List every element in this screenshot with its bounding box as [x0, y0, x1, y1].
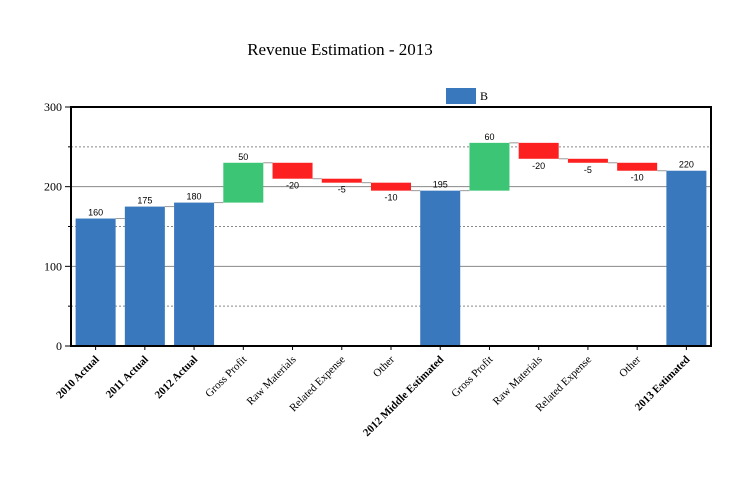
legend-swatch	[446, 88, 476, 104]
data-label: 175	[137, 196, 152, 206]
data-label: 180	[187, 192, 202, 202]
bar-total	[666, 170, 707, 346]
x-category-label: Gross Profit	[449, 354, 495, 400]
bar-decrease	[272, 162, 313, 179]
bar-total	[75, 218, 116, 346]
data-label: -5	[584, 165, 592, 175]
x-category-label: 2012 Middle Estimated	[361, 354, 446, 439]
x-category-label: Other	[371, 353, 397, 379]
y-axis-ticks: 0 100 200 300	[44, 100, 71, 353]
bar-decrease	[321, 178, 362, 183]
data-label: -20	[532, 161, 545, 171]
x-category-label: Gross Profit	[203, 354, 249, 400]
x-category-label: 2012 Actual	[153, 354, 201, 402]
legend: B	[446, 88, 488, 104]
data-label: 50	[238, 152, 248, 162]
x-category-label: 2010 Actual	[54, 354, 102, 402]
data-label: 60	[484, 132, 494, 142]
x-category-label: Other	[617, 353, 643, 379]
x-category-label: Raw Materials	[491, 354, 545, 408]
bar-increase	[223, 162, 264, 203]
chart-title: Revenue Estimation - 2013	[247, 40, 433, 59]
bar-decrease	[567, 158, 608, 163]
data-label: 195	[433, 180, 448, 190]
y-tick-label: 100	[44, 259, 62, 273]
y-tick-label: 200	[44, 180, 62, 194]
data-label: 220	[679, 160, 694, 170]
data-label: -5	[338, 185, 346, 195]
bar-decrease	[518, 142, 559, 159]
y-tick-label: 0	[56, 339, 62, 353]
bar-total	[174, 202, 215, 346]
bar-decrease	[617, 162, 658, 171]
x-axis-labels: 2010 Actual 2011 Actual 2012 Actual Gross P…	[54, 346, 693, 439]
data-label: -10	[384, 193, 397, 203]
x-category-label: Raw Materials	[245, 354, 299, 408]
y-tick-label: 300	[44, 100, 62, 114]
data-label: 160	[88, 208, 103, 218]
bar-increase	[469, 142, 510, 191]
gridlines	[71, 146, 711, 307]
bars	[75, 142, 707, 346]
bar-decrease	[371, 182, 411, 191]
bar-total	[124, 206, 165, 346]
data-label: -20	[286, 181, 299, 191]
legend-label: B	[480, 89, 488, 103]
connector-lines	[115, 142, 667, 220]
x-category-label: 2011 Actual	[104, 354, 151, 401]
data-label: -10	[631, 173, 644, 183]
bar-total	[420, 190, 461, 346]
data-labels: 160 175 180 50 -20 -5 -10 195 60 -20 -5 -10 220	[88, 132, 694, 218]
